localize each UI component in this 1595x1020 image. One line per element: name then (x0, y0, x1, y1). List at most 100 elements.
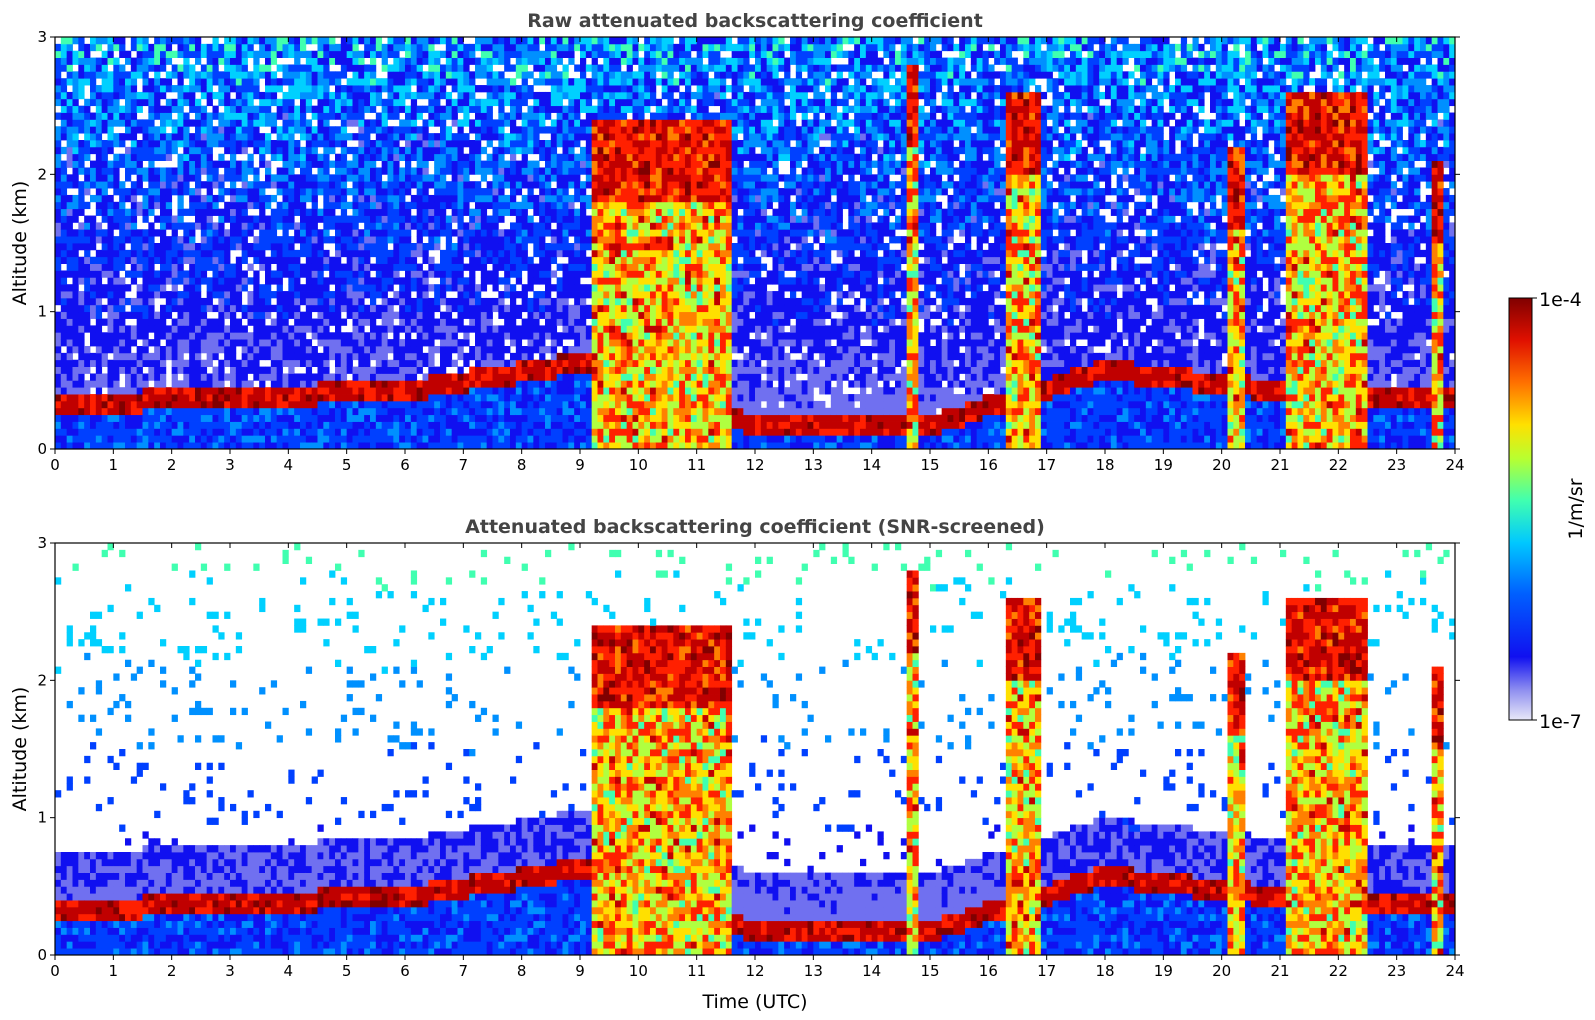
heatmap-cell (148, 194, 155, 203)
heatmap-cell (282, 229, 289, 237)
heatmap-cell (125, 78, 132, 86)
heatmap-cell (66, 421, 73, 429)
heatmap-cell (311, 318, 318, 326)
heatmap-cell (504, 270, 511, 278)
heatmap-cell (265, 435, 272, 443)
heatmap-cell (113, 428, 120, 436)
heatmap-cell (539, 119, 546, 127)
heatmap-cell (265, 194, 272, 203)
heatmap-cell (457, 98, 464, 107)
heatmap-cell (142, 174, 149, 182)
heatmap-cell (276, 284, 283, 292)
heatmap-cell (370, 304, 377, 313)
heatmap-cell (545, 98, 552, 107)
heatmap-cell (580, 421, 587, 429)
heatmap-cell (200, 387, 208, 395)
heatmap-cell (148, 304, 155, 313)
heatmap-cell (597, 414, 604, 422)
heatmap-cell (212, 325, 219, 333)
heatmap-cell (498, 167, 505, 175)
heatmap-cell (340, 263, 348, 271)
heatmap-cell (323, 318, 330, 326)
heatmap-cell (393, 105, 400, 113)
heatmap-cell (352, 284, 359, 292)
heatmap-cell (311, 284, 318, 292)
heatmap-cell (60, 380, 68, 388)
heatmap-cell (136, 57, 143, 65)
heatmap-cell (375, 43, 383, 52)
heatmap-cell (165, 325, 173, 333)
heatmap-cell (265, 297, 272, 306)
heatmap-cell (562, 277, 569, 285)
heatmap-cell (457, 435, 464, 443)
heatmap-cell (130, 400, 138, 409)
heatmap-cell (294, 380, 301, 388)
heatmap-cell (101, 435, 108, 443)
heatmap-cell (113, 414, 120, 422)
heatmap-cell (66, 297, 73, 306)
heatmap-cell (311, 325, 318, 333)
heatmap-cell (451, 284, 458, 292)
heatmap-cell (136, 153, 143, 161)
heatmap-cell (224, 277, 231, 285)
heatmap-cell (574, 229, 581, 237)
heatmap-cell (358, 339, 365, 347)
heatmap-cell (591, 112, 598, 120)
heatmap-cell (475, 98, 482, 107)
heatmap-cell (556, 194, 563, 203)
heatmap-cell (171, 215, 178, 223)
heatmap-cell (428, 304, 435, 313)
heatmap-cell (241, 78, 248, 86)
heatmap-cell (224, 304, 231, 313)
heatmap-cell (305, 380, 313, 388)
heatmap-cell (346, 270, 353, 278)
heatmap-cell (352, 208, 359, 216)
heatmap-cell (177, 339, 184, 347)
heatmap-cell (422, 43, 429, 52)
heatmap-cell (55, 188, 62, 196)
heatmap-cell (130, 325, 138, 333)
heatmap-cell (440, 359, 447, 367)
heatmap-cell (358, 373, 365, 381)
heatmap-cell (410, 421, 418, 429)
heatmap-cell (288, 188, 295, 196)
heatmap-cell (259, 215, 266, 223)
heatmap-cell (568, 215, 575, 223)
heatmap-cell (387, 311, 394, 319)
heatmap-cell (533, 37, 540, 45)
heatmap-cell (527, 57, 534, 65)
heatmap-cell (189, 133, 196, 141)
heatmap-cell (136, 236, 143, 244)
heatmap-cell (171, 394, 178, 402)
heatmap-cell (294, 229, 301, 237)
heatmap-cell (521, 181, 528, 189)
heatmap-cell (422, 249, 429, 258)
heatmap-cell (119, 71, 126, 79)
heatmap-cell (574, 133, 581, 141)
heatmap-cell (55, 222, 62, 230)
heatmap-cell (335, 270, 342, 278)
heatmap-cell (317, 71, 324, 79)
heatmap-cell (265, 71, 272, 79)
heatmap-cell (183, 167, 190, 175)
heatmap-cell (230, 380, 237, 388)
heatmap-cell (72, 208, 79, 216)
heatmap-cell (154, 249, 161, 258)
heatmap-cell (171, 85, 178, 93)
heatmap-cell (445, 414, 453, 422)
heatmap-cell (346, 256, 353, 264)
heatmap-cell (130, 373, 138, 381)
heatmap-cell (410, 91, 418, 100)
heatmap-cell (381, 112, 388, 120)
heatmap-cell (317, 387, 324, 395)
heatmap-cell (329, 126, 336, 134)
heatmap-cell (84, 153, 91, 161)
heatmap-cell (136, 105, 143, 113)
heatmap-cell (410, 126, 418, 134)
heatmap-cell (90, 270, 97, 278)
heatmap-cell (393, 373, 400, 381)
heatmap-cell (434, 222, 441, 230)
heatmap-cell (463, 297, 470, 306)
heatmap-cell (440, 346, 447, 354)
